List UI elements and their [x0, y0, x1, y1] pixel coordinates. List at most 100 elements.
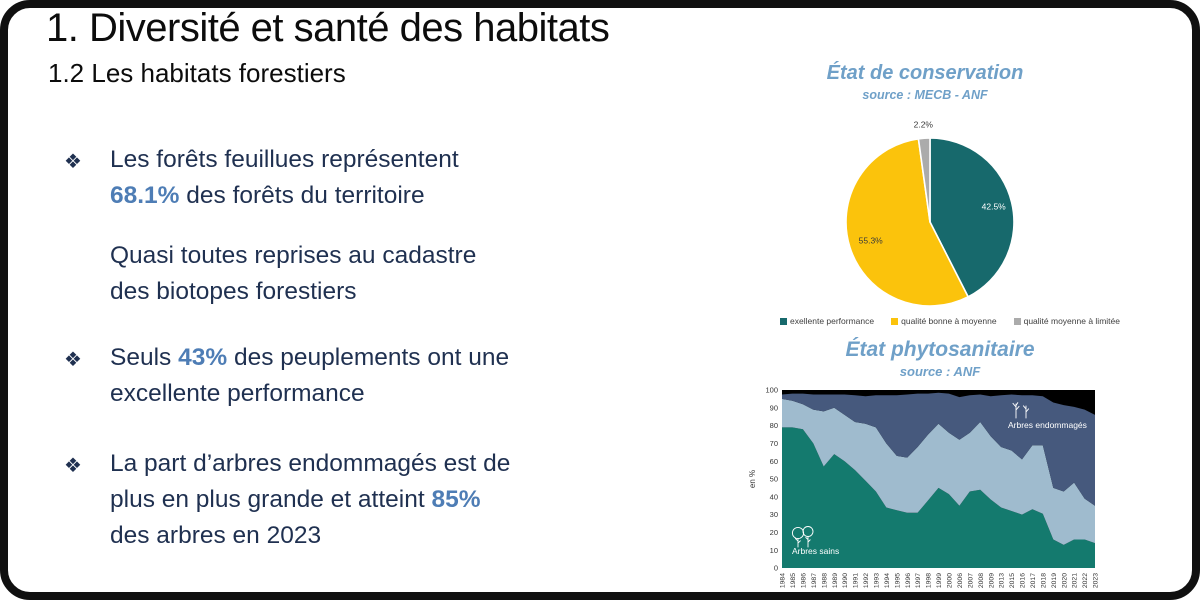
text-segment: excellente performance	[110, 380, 365, 407]
highlight-number: 85%	[431, 486, 481, 513]
area-series	[782, 392, 1095, 506]
x-tick-label: 1986	[801, 573, 808, 588]
bullet-text: Quasi toutes reprises au cadastre des bio…	[110, 238, 476, 310]
highlight-number: 43%	[178, 344, 228, 371]
text-segment: plus en plus grande et atteint	[110, 486, 432, 513]
x-tick-label: 1985	[790, 573, 797, 588]
y-tick-label: 80	[770, 421, 778, 430]
phyto-chart-title: État phytosanitaire	[845, 338, 1035, 361]
x-tick-label: 2008	[978, 573, 985, 588]
bullet-list: ❖ Les forêts feuillues représentent 68.1% …	[64, 142, 624, 554]
pie-data-label: 2.2%	[914, 119, 934, 129]
highlight-number: 68.1%	[110, 182, 180, 209]
y-tick-label: 30	[770, 510, 778, 519]
legend-swatch-icon	[780, 317, 788, 325]
y-tick-label: 0	[774, 564, 778, 573]
bullet-text: Seuls 43% des peuplements ont une excelle…	[110, 340, 509, 412]
bullet-item: ❖ Seuls 43% des peuplements ont une excell…	[64, 340, 624, 412]
x-tick-label: 2013	[999, 573, 1006, 588]
y-tick-label: 70	[770, 439, 778, 448]
pie-data-label: 55.3%	[859, 235, 884, 245]
text-segment: Quasi toutes reprises au cadastre	[110, 242, 477, 269]
text-segment: des biotopes forestiers	[110, 278, 357, 305]
damaged-trees-icon	[1012, 402, 1030, 419]
x-tick-label: 1995	[894, 573, 901, 588]
pie-slice	[929, 137, 1015, 298]
x-tick-label: 2007	[967, 573, 974, 588]
legend-item: qualité bonne à moyenne	[891, 316, 997, 326]
bullet-item: ❖ Les forêts feuillues représentent 68.1% …	[64, 142, 624, 214]
x-tick-label: 1992	[863, 573, 870, 588]
x-tick-label: 2000	[947, 573, 954, 588]
conservation-chart-header: État de conservation source : MECB - ANF	[735, 62, 1115, 102]
page-title: 1. Diversité et santé des habitats	[46, 6, 610, 50]
x-tick-label: 2018	[1040, 573, 1047, 588]
y-tick-label: 40	[770, 492, 778, 501]
x-tick-label: 1997	[915, 573, 922, 588]
conservation-chart-source: source : MECB - ANF	[862, 88, 988, 102]
bullet-marker: ❖	[64, 151, 82, 173]
legend-label: qualité bonne à moyenne	[901, 316, 997, 326]
x-tick-label: 1989	[832, 573, 839, 588]
bullet-text: La part d’arbres endommagés est de plus e…	[110, 446, 510, 554]
text-segment: La part d’arbres endommagés est de	[110, 450, 511, 477]
trees-icon	[791, 526, 814, 548]
text-segment: Seuls	[110, 344, 179, 371]
legend-swatch-icon	[891, 317, 899, 325]
page-subtitle: 1.2 Les habitats forestiers	[48, 58, 346, 88]
x-tick-label: 2023	[1093, 573, 1100, 588]
y-tick-label: 60	[770, 457, 778, 466]
bullet-marker: ❖	[64, 455, 82, 477]
x-tick-label: 1993	[874, 573, 881, 588]
legend-item: qualité moyenne à limitée	[1013, 316, 1120, 326]
pie-legend: exellente performance qualité bonne à moy…	[760, 316, 1140, 326]
x-tick-label: 1987	[811, 573, 818, 588]
pie-slice	[917, 137, 931, 223]
pie-slice	[845, 138, 969, 307]
x-tick-label: 1988	[821, 573, 828, 588]
conservation-pie-chart: 42.5% 55.3% 2.2%	[845, 119, 1015, 307]
x-tick-label: 2019	[1051, 573, 1058, 588]
y-axis-label: en %	[748, 470, 757, 488]
y-tick-label: 90	[770, 403, 778, 412]
x-tick-label: 2017	[1030, 573, 1037, 588]
x-tick-label: 2021	[1072, 573, 1079, 588]
x-tick-label: 1996	[905, 573, 912, 588]
area-series	[782, 398, 1095, 545]
bullet-item: ❖ La part d’arbres endommagés est de plus …	[64, 446, 624, 554]
area-series	[782, 427, 1095, 568]
bullet-marker: ❖	[64, 349, 82, 371]
area-annotation-sains: Arbres sains	[792, 546, 839, 556]
text-segment: des forêts du territoire	[179, 182, 425, 209]
x-tick-label: 1998	[926, 573, 933, 588]
y-tick-label: 10	[770, 546, 778, 555]
area-annotation-endommages: Arbres endommagés	[1008, 420, 1087, 430]
y-tick-label: 50	[770, 475, 778, 484]
x-tick-label: 2015	[1009, 573, 1016, 588]
x-tick-label: 1984	[780, 573, 787, 588]
bullet-text: Les forêts feuillues représentent 68.1% d…	[110, 142, 459, 214]
x-tick-label: 2009	[988, 573, 995, 588]
phyto-chart-header: État phytosanitaire source : ANF	[750, 338, 1130, 379]
conservation-chart-title: État de conservation	[826, 62, 1024, 84]
legend-label: exellente performance	[790, 316, 875, 326]
phyto-chart-source: source : ANF	[899, 364, 981, 379]
bullet-subtext: Quasi toutes reprises au cadastre des bio…	[64, 238, 624, 310]
pie-data-label: 42.5%	[982, 201, 1007, 211]
x-tick-label: 1991	[853, 573, 860, 588]
x-tick-label: 2006	[957, 573, 964, 588]
legend-swatch-icon	[1013, 317, 1021, 325]
text-segment: des peuplements ont une	[227, 344, 510, 371]
text-segment: Les forêts feuillues représentent	[110, 146, 459, 173]
x-tick-label: 2022	[1082, 573, 1089, 588]
x-tick-label: 1994	[884, 573, 891, 588]
x-tick-label: 1999	[936, 573, 943, 588]
x-tick-label: 2016	[1020, 573, 1027, 588]
legend-item: exellente performance	[780, 316, 874, 326]
y-tick-label: 20	[770, 528, 778, 537]
x-tick-label: 2020	[1061, 573, 1068, 588]
text-segment: des arbres en 2023	[110, 522, 322, 549]
bullet-marker	[64, 238, 110, 240]
x-tick-label: 1990	[842, 573, 849, 588]
